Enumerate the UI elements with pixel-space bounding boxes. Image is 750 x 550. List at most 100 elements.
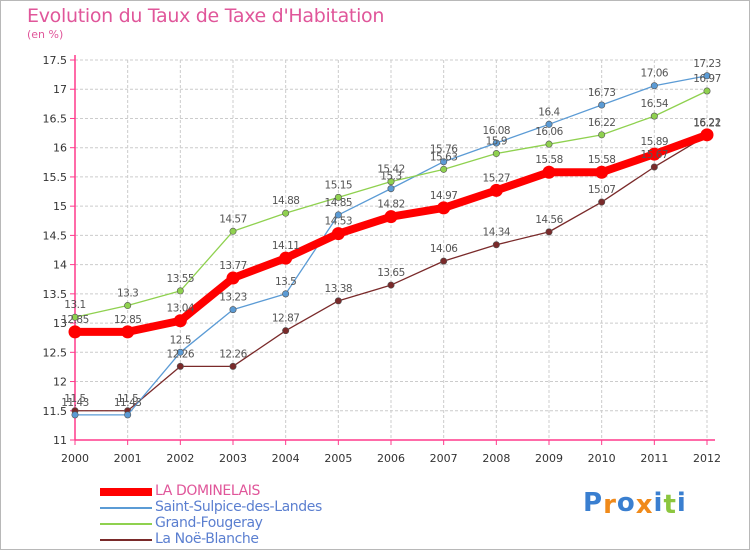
data-label: 11.5 xyxy=(117,393,138,405)
data-label: 13.55 xyxy=(167,273,195,285)
legend-swatch-grand-fougeray xyxy=(100,523,152,525)
data-label: 11.5 xyxy=(64,393,85,405)
data-point xyxy=(282,290,290,298)
x-tick-label: 2008 xyxy=(482,452,510,465)
data-label: 14.97 xyxy=(430,190,458,202)
data-label: 15.58 xyxy=(588,154,616,166)
data-label: 13.5 xyxy=(275,276,296,288)
legend-swatch-la-dominelais xyxy=(100,488,152,496)
x-tick-label: 2012 xyxy=(693,452,721,465)
data-label: 11.43 xyxy=(114,397,142,409)
data-point xyxy=(492,241,500,249)
data-point xyxy=(121,325,135,339)
data-point xyxy=(542,165,556,179)
data-point xyxy=(545,228,553,236)
data-point xyxy=(437,201,451,215)
data-label: 15.58 xyxy=(535,154,563,166)
y-tick-label: 16 xyxy=(53,142,67,155)
data-point xyxy=(334,211,342,219)
x-tick-label: 2003 xyxy=(219,452,247,465)
x-tick-label: 2007 xyxy=(430,452,458,465)
data-point xyxy=(545,140,553,148)
data-point xyxy=(68,325,82,339)
data-label: 15.15 xyxy=(325,179,353,191)
y-tick-label: 12.5 xyxy=(43,346,68,359)
data-point xyxy=(331,227,345,241)
y-tick-label: 17.5 xyxy=(43,54,68,67)
data-label: 14.53 xyxy=(325,216,353,228)
data-label: 15.76 xyxy=(430,144,458,156)
chart-subtitle: (en %) xyxy=(27,28,64,41)
y-tick-label: 14.5 xyxy=(43,229,68,242)
y-tick-label: 11.5 xyxy=(43,405,68,418)
data-label: 12.87 xyxy=(272,313,300,325)
y-tick-label: 11 xyxy=(53,434,67,447)
data-label: 12.5 xyxy=(170,334,191,346)
x-tick-label: 2001 xyxy=(114,452,142,465)
logo-letter: t xyxy=(663,490,677,520)
x-tick-label: 2005 xyxy=(324,452,352,465)
x-tick-label: 2006 xyxy=(377,452,405,465)
data-label: 15.3 xyxy=(380,171,401,183)
chart-title: Evolution du Taux de Taxe d'Habitation xyxy=(27,5,385,27)
data-label: 16.08 xyxy=(483,125,511,137)
data-point xyxy=(492,150,500,158)
data-point xyxy=(334,297,342,305)
data-label: 13.1 xyxy=(64,299,85,311)
x-tick-label: 2009 xyxy=(535,452,563,465)
data-label: 14.34 xyxy=(483,227,511,239)
y-tick-label: 16.5 xyxy=(43,112,68,125)
x-tick-label: 2000 xyxy=(61,452,89,465)
data-label: 17.23 xyxy=(693,58,721,70)
data-label: 13.23 xyxy=(219,292,247,304)
data-label: 15.63 xyxy=(430,151,458,163)
logo-letter: o xyxy=(616,488,636,518)
data-point xyxy=(703,72,711,80)
data-label: 14.57 xyxy=(219,213,247,225)
data-point xyxy=(282,209,290,217)
y-tick-label: 15.5 xyxy=(43,171,68,184)
y-tick-label: 15 xyxy=(53,200,67,213)
data-label: 16.54 xyxy=(641,98,669,110)
data-point xyxy=(173,314,187,328)
y-tick-label: 17 xyxy=(53,83,67,96)
data-label: 13.65 xyxy=(377,267,405,279)
data-label: 15.9 xyxy=(486,136,507,148)
data-label: 16.21 xyxy=(693,117,721,129)
data-point xyxy=(595,165,609,179)
data-point xyxy=(650,112,658,120)
data-label: 12.26 xyxy=(219,348,247,360)
data-label: 11.43 xyxy=(61,397,89,409)
data-point xyxy=(282,327,290,335)
data-point xyxy=(545,120,553,128)
legend-label-la-dominelais: LA DOMINELAIS xyxy=(155,483,260,499)
data-point xyxy=(71,411,79,419)
proxiti-logo: Proxiti xyxy=(583,488,687,520)
legend-label-saint-sulpice-des-landes: Saint-Sulpice-des-Landes xyxy=(155,499,322,515)
legend-swatch-saint-sulpice-des-landes xyxy=(100,507,152,509)
data-point xyxy=(229,362,237,370)
data-point xyxy=(387,178,395,186)
data-label: 16.22 xyxy=(588,117,616,129)
x-tick-label: 2011 xyxy=(640,452,668,465)
logo-letter: r xyxy=(603,490,617,520)
legend-swatch-la-noe-blanche xyxy=(100,539,152,541)
legend-label-grand-fougeray: Grand-Fougeray xyxy=(155,515,263,531)
y-tick-label: 13.5 xyxy=(43,288,68,301)
data-label: 14.85 xyxy=(325,197,353,209)
logo-letter: i xyxy=(653,488,664,518)
data-point xyxy=(124,302,132,310)
data-point xyxy=(440,158,448,166)
data-label: 12.85 xyxy=(114,314,142,326)
data-label: 16.06 xyxy=(535,126,563,138)
data-label: 16.22 xyxy=(693,117,721,129)
data-label: 14.88 xyxy=(272,195,300,207)
data-point xyxy=(279,251,293,265)
data-point xyxy=(334,193,342,201)
data-point xyxy=(176,362,184,370)
data-point xyxy=(647,147,661,161)
data-point xyxy=(440,257,448,265)
data-label: 13.3 xyxy=(117,288,138,300)
data-label: 14.56 xyxy=(535,214,563,226)
